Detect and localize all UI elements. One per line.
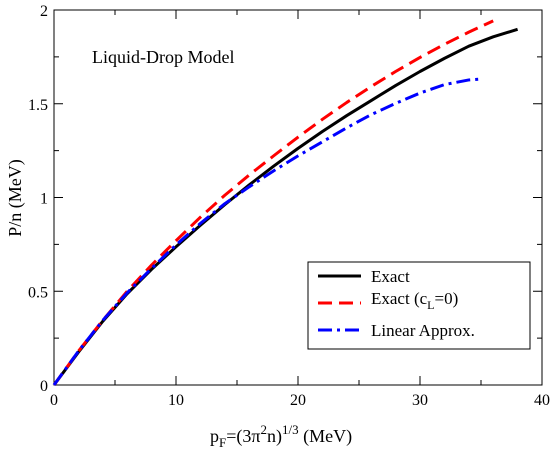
y-tick-label: 0 <box>40 378 48 395</box>
series-exact-line <box>52 27 519 386</box>
x-tick-label: 20 <box>290 392 306 409</box>
x-tick-label: 0 <box>50 392 58 409</box>
axis-tick-labels: 0 10 20 30 40 0 0.5 1 1.5 2 <box>28 3 550 409</box>
x-axis-title-mid: =(3π <box>226 426 260 447</box>
legend-label-exact-cl0: Exact (cL=0) <box>371 289 458 312</box>
legend-label-exact-cl0-tail: =0) <box>435 289 459 308</box>
x-axis-title-after: n) <box>267 426 282 447</box>
x-axis-title: pF=(3π2n)1/3 (MeV) <box>210 422 352 450</box>
legend-label-linear: Linear Approx. <box>371 321 475 340</box>
annotation-label: Liquid-Drop Model <box>92 47 234 67</box>
legend-label-exact-cl0-sub: L <box>427 298 434 312</box>
legend-label-exact: Exact <box>371 267 410 286</box>
series-layer <box>52 19 519 386</box>
y-tick-label: 1 <box>40 191 48 208</box>
y-tick-label: 0.5 <box>28 284 48 301</box>
legend-label-exact-cl0-main: Exact (c <box>371 289 428 308</box>
x-tick-label: 40 <box>534 392 550 409</box>
x-axis-title-sup2: 1/3 <box>282 422 299 437</box>
x-tick-label: 30 <box>412 392 428 409</box>
series-linear-approx-line <box>52 77 482 386</box>
y-axis-title: P/n (MeV) <box>5 159 26 237</box>
x-axis-title-tail: (MeV) <box>299 426 352 447</box>
x-tick-label: 10 <box>168 392 184 409</box>
x-axis-title-sub: F <box>219 435 226 450</box>
x-axis-title-sup: 2 <box>260 422 267 437</box>
y-tick-label: 1.5 <box>28 97 48 114</box>
x-axis-title-main: p <box>210 426 219 446</box>
y-tick-label: 2 <box>40 3 48 20</box>
axis-ticks <box>53 9 543 386</box>
legend: Exact Exact (cL=0) Linear Approx. <box>307 261 531 350</box>
